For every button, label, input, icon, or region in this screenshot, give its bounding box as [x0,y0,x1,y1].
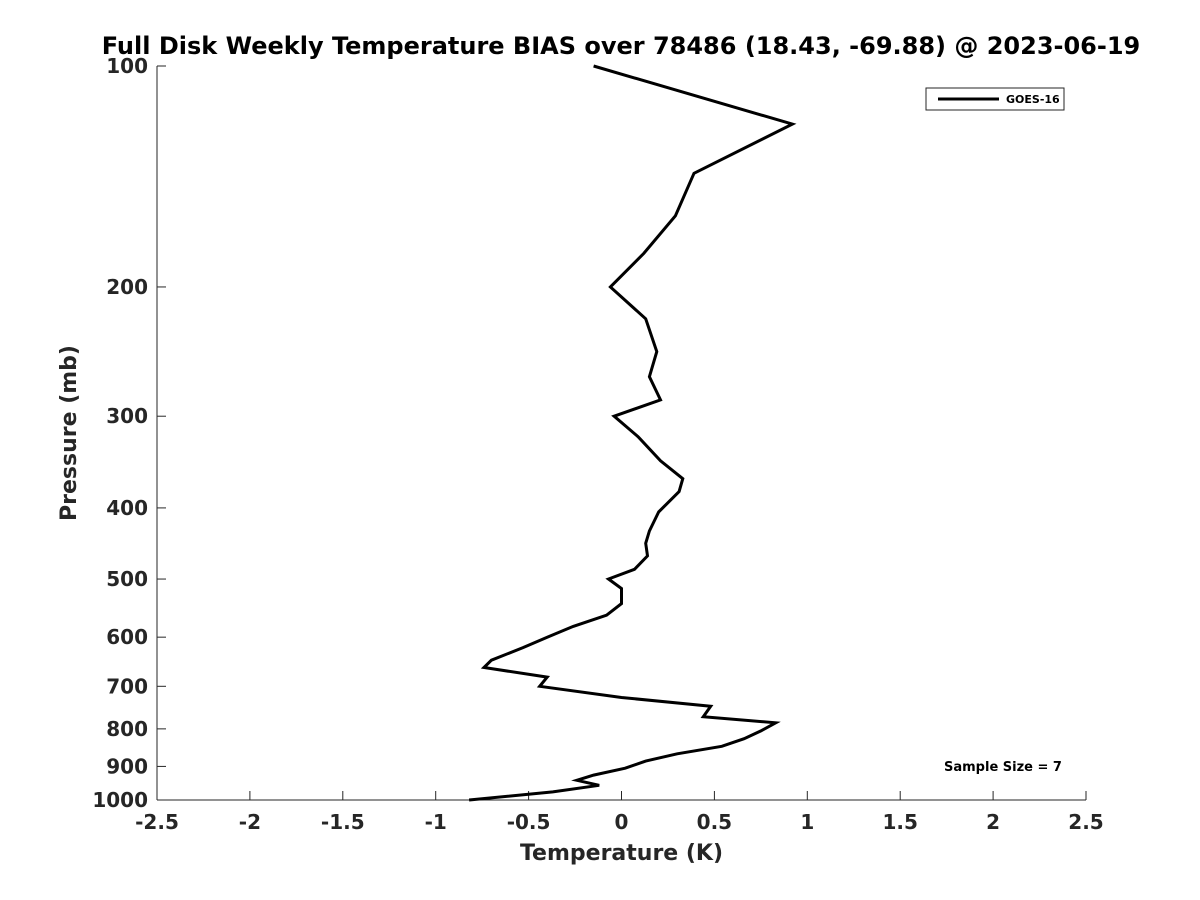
sample-size-annotation: Sample Size = 7 [944,760,1062,775]
y-tick-label: 900 [106,754,148,778]
x-tick-label: -2.5 [135,810,179,834]
x-tick-label: 0.5 [697,810,732,834]
chart-title: Full Disk Weekly Temperature BIAS over 7… [102,32,1141,60]
x-tick-label: 1 [800,810,814,834]
x-axis-ticks: -2.5 -2 -1.5 -1 -0.5 0 0.5 1 1.5 2 2.5 [135,791,1104,834]
y-tick-label: 800 [106,717,148,741]
y-axis-ticks: 100 200 300 400 500 600 700 800 900 1000 [92,54,166,812]
x-tick-label: 0 [615,810,629,834]
x-tick-label: -0.5 [507,810,551,834]
axes [156,66,1086,801]
x-tick-label: -1.5 [321,810,365,834]
x-tick-label: 2 [986,810,1000,834]
y-tick-label: 600 [106,625,148,649]
x-tick-label: 2.5 [1068,810,1103,834]
y-axis-label: Pressure (mb) [57,345,82,521]
y-tick-label: 400 [106,496,148,520]
y-tick-label: 700 [106,674,148,698]
legend: GOES-16 [925,87,1065,111]
x-tick-label: 1.5 [882,810,917,834]
x-tick-label: -2 [239,810,261,834]
legend-label: GOES-16 [1006,93,1060,106]
series-layer [468,64,797,802]
x-tick-label: -1 [425,810,447,834]
series-line-goes-16 [468,64,797,802]
x-axis-label: Temperature (K) [520,841,723,866]
y-tick-label: 300 [106,404,148,428]
y-tick-label: 1000 [92,788,148,812]
y-tick-label: 500 [106,567,148,591]
y-tick-label: 200 [106,275,148,299]
y-tick-label: 100 [106,54,148,78]
